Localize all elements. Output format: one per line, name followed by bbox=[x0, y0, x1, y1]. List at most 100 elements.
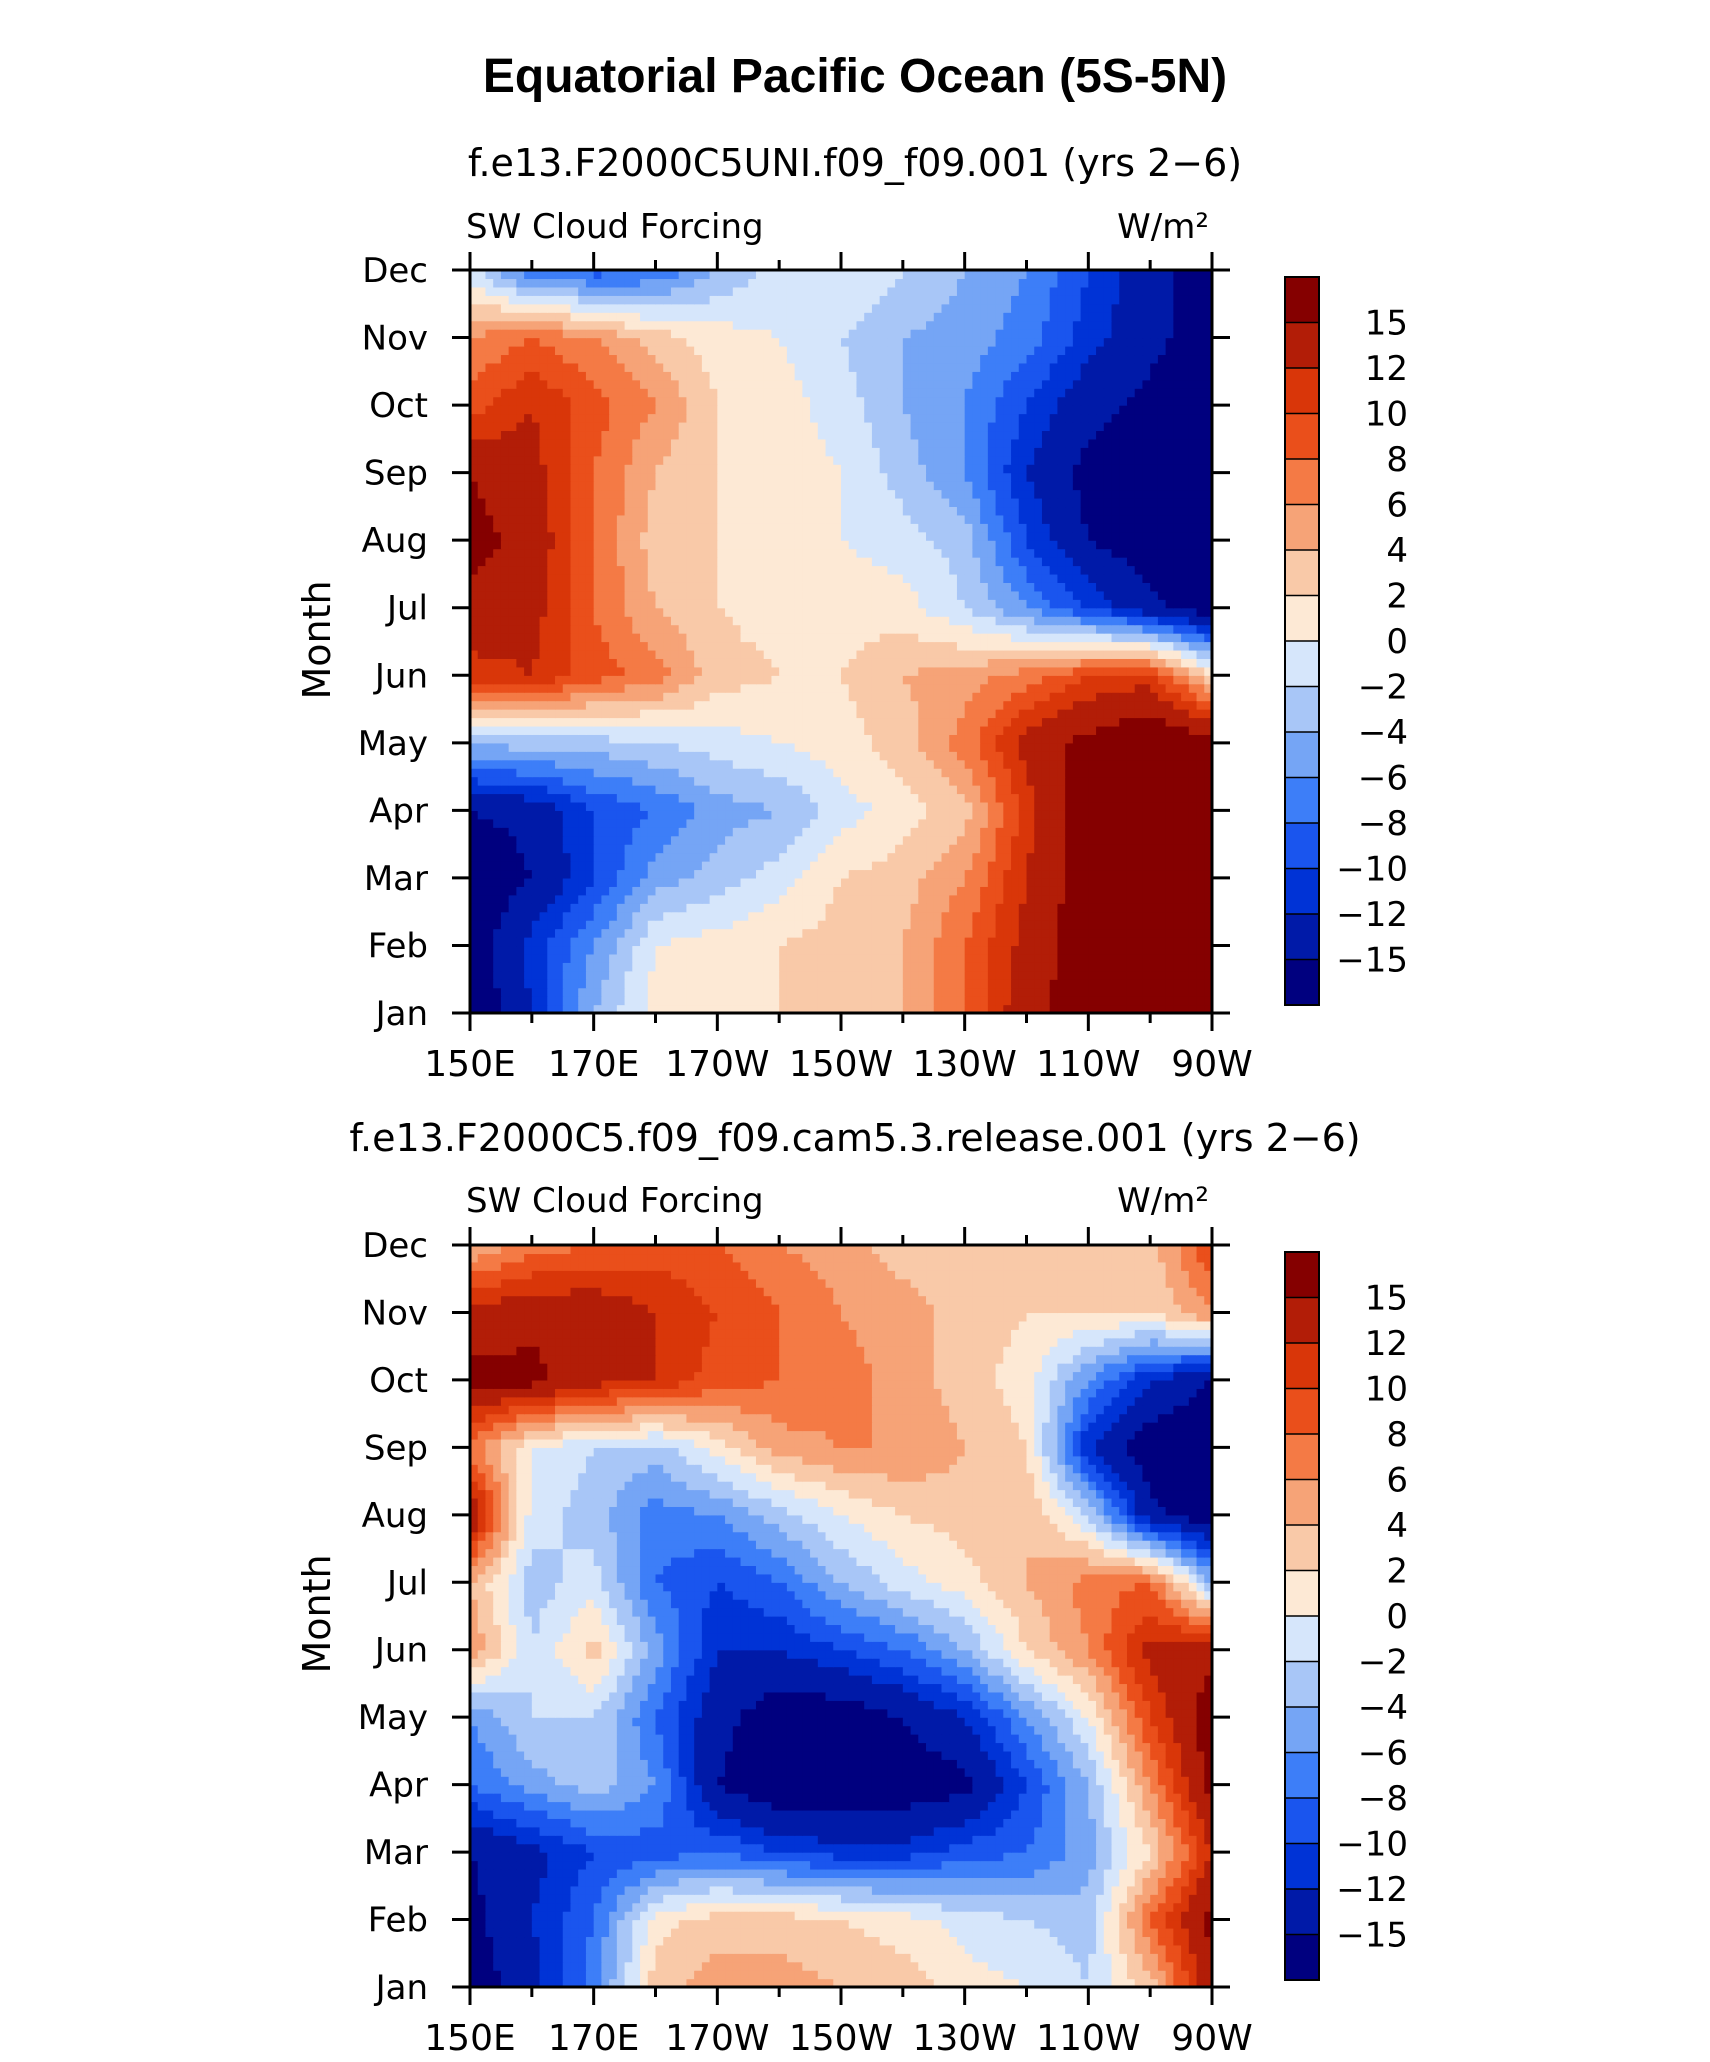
heatmap-cell bbox=[786, 734, 796, 744]
heatmap-cell bbox=[593, 987, 602, 997]
heatmap-cell bbox=[663, 877, 672, 887]
heatmap-cell bbox=[879, 920, 888, 930]
heatmap-cell bbox=[585, 666, 595, 676]
heatmap-cell bbox=[1165, 785, 1174, 795]
heatmap-cell bbox=[763, 801, 773, 811]
heatmap-cell bbox=[802, 861, 811, 871]
heatmap-cell bbox=[547, 844, 556, 854]
heatmap-cell bbox=[678, 633, 688, 643]
heatmap-cell bbox=[763, 844, 773, 854]
heatmap-cell bbox=[910, 776, 919, 786]
heatmap-cell bbox=[980, 759, 989, 769]
heatmap-cell bbox=[585, 920, 595, 930]
heatmap-cell bbox=[771, 658, 780, 668]
heatmap-cell bbox=[748, 869, 757, 879]
heatmap-cell bbox=[593, 793, 602, 803]
heatmap-cell bbox=[1003, 742, 1012, 752]
heatmap-cell bbox=[470, 633, 479, 643]
heatmap-cell bbox=[485, 624, 494, 634]
heatmap-cell bbox=[949, 785, 958, 795]
heatmap-cell bbox=[1196, 953, 1205, 963]
heatmap-cell bbox=[1072, 852, 1082, 862]
heatmap-cell bbox=[1057, 844, 1066, 854]
heatmap-cell bbox=[647, 658, 657, 668]
heatmap-cell bbox=[1026, 920, 1035, 930]
heatmap-cell bbox=[1188, 844, 1198, 854]
heatmap-cell bbox=[585, 903, 595, 913]
heatmap-cell bbox=[694, 818, 703, 828]
heatmap-cell bbox=[786, 725, 796, 735]
heatmap-cell bbox=[794, 852, 803, 862]
heatmap-cell bbox=[1188, 607, 1198, 617]
heatmap-cell bbox=[616, 793, 626, 803]
heatmap-cell bbox=[841, 734, 850, 744]
heatmap-cell bbox=[1072, 903, 1082, 913]
heatmap-cell bbox=[508, 734, 517, 744]
heatmap-cell bbox=[647, 607, 657, 617]
heatmap-cell bbox=[624, 810, 633, 820]
heatmap-cell bbox=[678, 573, 688, 583]
heatmap-cell bbox=[887, 903, 896, 913]
heatmap-cell bbox=[624, 827, 633, 837]
heatmap-cell bbox=[810, 920, 819, 930]
heatmap-cell bbox=[647, 590, 657, 600]
heatmap-cell bbox=[763, 742, 773, 752]
heatmap-cell bbox=[941, 894, 950, 904]
heatmap-cell bbox=[771, 886, 780, 896]
heatmap-cell bbox=[1119, 945, 1128, 955]
heatmap-cell bbox=[918, 700, 927, 710]
heatmap-cell bbox=[732, 861, 742, 871]
heatmap-cell bbox=[879, 683, 888, 693]
heatmap-cell bbox=[810, 717, 819, 727]
heatmap-cell bbox=[1188, 953, 1198, 963]
heatmap-cell bbox=[1142, 616, 1151, 626]
heatmap-cell bbox=[748, 861, 757, 871]
heatmap-cell bbox=[748, 700, 757, 710]
heatmap-cell bbox=[1119, 776, 1128, 786]
heatmap-cell bbox=[709, 785, 718, 795]
heatmap-cell bbox=[1057, 700, 1066, 710]
heatmap-cell bbox=[686, 894, 695, 904]
heatmap-cell bbox=[547, 599, 556, 609]
heatmap-cell bbox=[779, 886, 788, 896]
heatmap-cell bbox=[732, 844, 742, 854]
heatmap-cell bbox=[670, 649, 680, 659]
heatmap-cell bbox=[887, 742, 896, 752]
heatmap-cell bbox=[1041, 970, 1051, 980]
heatmap-cell bbox=[786, 683, 796, 693]
heatmap-cell bbox=[686, 717, 695, 727]
heatmap-cell bbox=[1157, 869, 1167, 879]
heatmap-cell bbox=[794, 886, 803, 896]
heatmap-cell bbox=[477, 683, 487, 693]
heatmap-cell bbox=[508, 903, 517, 913]
heatmap-cell bbox=[609, 793, 618, 803]
heatmap-cell bbox=[655, 725, 664, 735]
heatmap-cell bbox=[1165, 742, 1174, 752]
heatmap-cell bbox=[895, 734, 904, 744]
heatmap-cell bbox=[918, 624, 927, 634]
heatmap-cell bbox=[1119, 996, 1128, 1006]
heatmap-cell bbox=[1026, 996, 1035, 1006]
heatmap-cell bbox=[516, 818, 525, 828]
heatmap-cell bbox=[786, 869, 796, 879]
heatmap-cell bbox=[1142, 827, 1151, 837]
heatmap-cell bbox=[1142, 599, 1151, 609]
heatmap-cell bbox=[987, 1004, 997, 1014]
heatmap-cell bbox=[624, 607, 633, 617]
heatmap-cell bbox=[500, 683, 510, 693]
heatmap-cell bbox=[632, 937, 641, 947]
heatmap-cell bbox=[601, 996, 610, 1006]
heatmap-cell bbox=[470, 886, 479, 896]
heatmap-cell bbox=[771, 700, 780, 710]
heatmap-cell bbox=[585, 844, 595, 854]
heatmap-cell bbox=[964, 776, 973, 786]
heatmap-cell bbox=[1103, 666, 1113, 676]
heatmap-cell bbox=[794, 877, 803, 887]
heatmap-cell bbox=[1119, 920, 1128, 930]
heatmap-cell bbox=[1173, 768, 1182, 778]
heatmap-cell bbox=[500, 599, 510, 609]
heatmap-cell bbox=[524, 734, 533, 744]
heatmap-cell bbox=[786, 666, 796, 676]
heatmap-cell bbox=[980, 717, 989, 727]
heatmap-cell bbox=[732, 751, 742, 761]
